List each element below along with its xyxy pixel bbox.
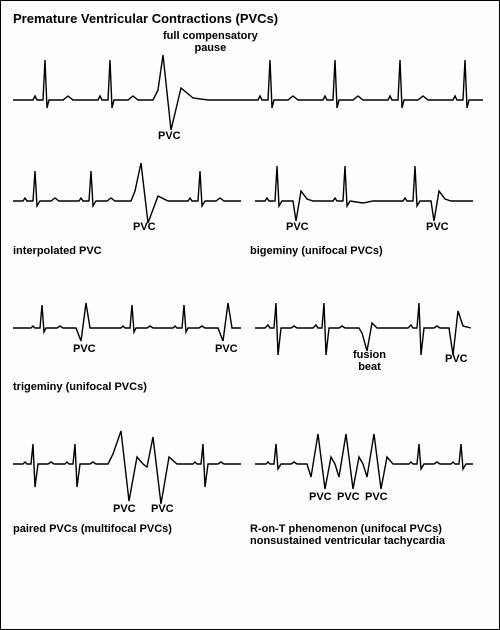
ecg-path-4-left — [13, 431, 241, 504]
ann-pvc-2a: PVC — [133, 221, 156, 233]
strip-3: PVC PVC fusion beat PVC — [13, 283, 487, 373]
ann-pvc-2c: PVC — [426, 221, 449, 233]
ann-pvc-3a: PVC — [73, 343, 96, 355]
ecg-path-1 — [13, 55, 483, 130]
caption-interpolated: interpolated PVC — [13, 245, 250, 257]
ecg-trace-4 — [13, 419, 483, 509]
page-title: Premature Ventricular Contractions (PVCs… — [13, 11, 487, 26]
strip-4: PVC PVC PVC PVC PVC — [13, 419, 487, 515]
ann-fusion-beat: fusion beat — [353, 349, 386, 373]
ann-compensatory-pause: full compensatory pause — [163, 30, 258, 54]
ann-pvc-3b: PVC — [215, 343, 238, 355]
caption-trigeminy: trigeminy (unifocal PVCs) — [13, 381, 250, 393]
caption-r-on-t: R-on-T phenomenon (unifocal PVCs) nonsus… — [250, 523, 487, 547]
ecg-trace-2 — [13, 151, 483, 231]
caption-paired: paired PVCs (multifocal PVCs) — [13, 523, 250, 547]
ecg-path-3-right — [255, 303, 471, 355]
ann-pvc-4b: PVC — [151, 503, 174, 515]
ecg-path-2-right — [255, 166, 473, 221]
ecg-path-3-left — [13, 303, 241, 341]
ann-pvc-4e: PVC — [365, 491, 388, 503]
ecg-pvc-diagram: Premature Ventricular Contractions (PVCs… — [0, 0, 500, 630]
caption-row-2: interpolated PVC bigeminy (unifocal PVCs… — [13, 243, 487, 265]
ann-pvc-1: PVC — [158, 130, 181, 142]
ecg-path-4-right — [255, 434, 473, 489]
caption-3-right — [250, 381, 487, 393]
strip-2: PVC PVC PVC — [13, 151, 487, 237]
ann-pvc-2b: PVC — [286, 221, 309, 233]
ecg-path-2-left — [13, 163, 241, 223]
caption-row-3: trigeminy (unifocal PVCs) — [13, 379, 487, 401]
ann-pvc-4c: PVC — [309, 491, 332, 503]
ann-pvc-3c: PVC — [445, 353, 468, 365]
caption-bigeminy: bigeminy (unifocal PVCs) — [250, 245, 487, 257]
ann-pvc-4a: PVC — [113, 503, 136, 515]
strip-1: full compensatory pause PVC — [13, 30, 487, 145]
ann-pvc-4d: PVC — [337, 491, 360, 503]
caption-row-4: paired PVCs (multifocal PVCs) R-on-T phe… — [13, 521, 487, 555]
